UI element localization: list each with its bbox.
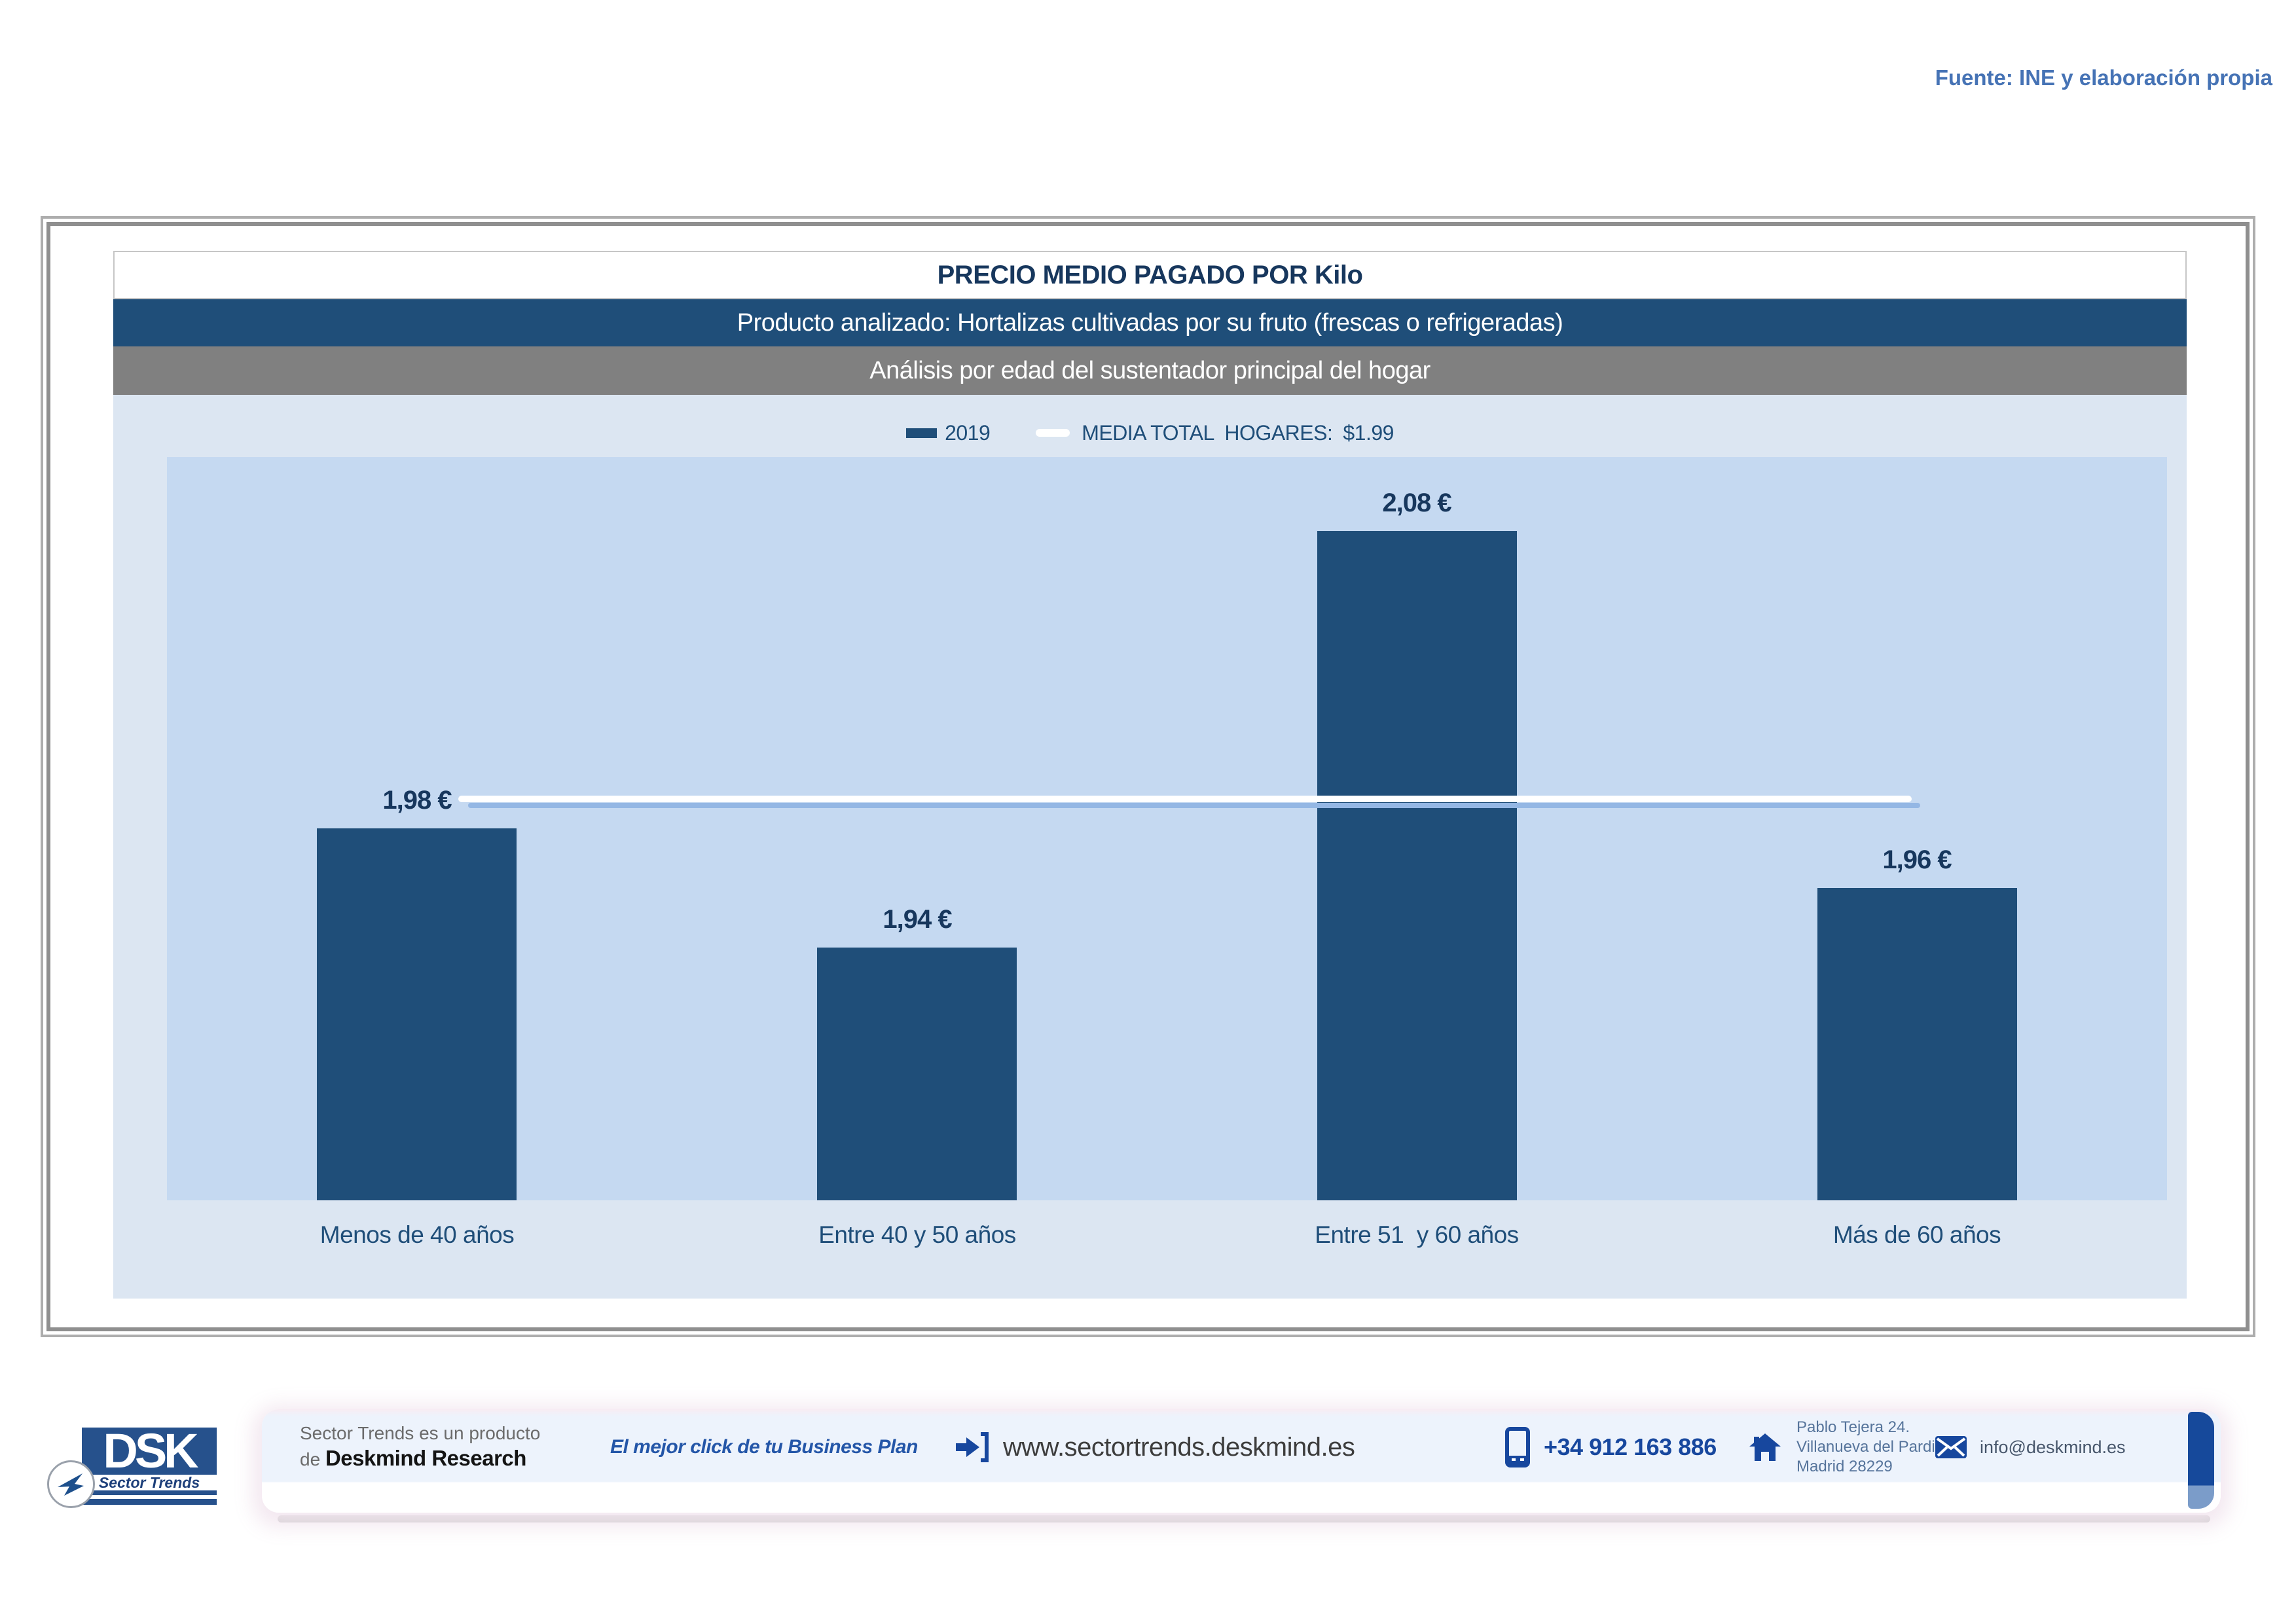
footer-bar: Sector Trends es un producto de Deskmind… — [262, 1409, 2221, 1513]
footer-product-block: Sector Trends es un producto de Deskmind… — [300, 1422, 540, 1473]
mobile-phone-icon — [1504, 1427, 1531, 1467]
footer-website-block: www.sectortrends.deskmind.es — [955, 1431, 1355, 1463]
chart-legend: 2019 MEDIA TOTAL HOGARES: $1.99 — [113, 415, 2187, 451]
dsk-logo-acronym: DSK — [103, 1424, 198, 1478]
bar-value-label-3: 2,08 € — [1382, 489, 1451, 517]
footer-shadow-bar — [278, 1515, 2210, 1522]
footer-address-line1: Pablo Tejera 24. — [1796, 1418, 1910, 1436]
axis-label-2: Entre 40 y 50 años — [818, 1221, 1016, 1248]
footer-product-line1: Sector Trends es un producto — [300, 1423, 541, 1443]
chart-subtitle-product: Producto analizado: Hortalizas cultivada… — [113, 299, 2187, 346]
axis-label-1: Menos de 40 años — [319, 1221, 515, 1248]
link-arrow-icon — [955, 1431, 989, 1463]
report-content: PRECIO MEDIO PAGADO POR Kilo Producto an… — [113, 251, 2187, 1299]
legend-2019-swatch — [906, 428, 938, 438]
dsk-logo: DSK Sector Trends — [82, 1424, 217, 1495]
footer-phone-number[interactable]: +34 912 163 886 — [1544, 1433, 1717, 1460]
dsk-logo-sublabel: Sector Trends — [82, 1475, 217, 1490]
footer-address-block: Pablo Tejera 24. Villanueva del Pardillo… — [1749, 1418, 1955, 1477]
bar-1 — [317, 828, 517, 1200]
paper-plane-icon — [56, 1469, 86, 1500]
footer-tagline: El mejor click de tu Business Plan — [610, 1436, 918, 1458]
bar-4 — [1817, 888, 2017, 1200]
legend-mean-value: $1.99 — [1343, 420, 1394, 445]
bar-2 — [817, 948, 1017, 1200]
bar-value-label-4: 1,96 € — [1882, 845, 1952, 874]
footer-website-link[interactable]: www.sectortrends.deskmind.es — [1003, 1432, 1355, 1462]
source-note: Fuente: INE y elaboración propia — [1935, 65, 2272, 90]
chart-title: PRECIO MEDIO PAGADO POR Kilo — [113, 251, 2187, 299]
chart-subtitle-analysis: Análisis por edad del sustentador princi… — [113, 346, 2187, 395]
dsk-logo-underline — [82, 1499, 217, 1505]
bar-value-label-2: 1,94 € — [883, 905, 952, 934]
legend-2019-label: 2019 — [945, 420, 991, 445]
footer-address-line2: Villanueva del Pardillo. — [1796, 1438, 1956, 1456]
mean-total-line — [458, 796, 1912, 802]
axis-label-3: Entre 51 y 60 años — [1315, 1221, 1519, 1248]
legend-mean-swatch — [1036, 429, 1070, 437]
axis-label-4: Más de 60 años — [1832, 1221, 2001, 1248]
legend-mean-label: MEDIA TOTAL HOGARES: — [1082, 420, 1333, 445]
footer-email-block: info@deskmind.es — [1935, 1436, 2126, 1458]
house-icon — [1749, 1433, 1781, 1461]
footer-phone-block: +34 912 163 886 — [1504, 1427, 1717, 1467]
bar-3 — [1317, 531, 1517, 1200]
footer-company-name: Deskmind Research — [325, 1446, 526, 1470]
footer-address-line3: Madrid 28229 — [1796, 1458, 1893, 1475]
report-frame-inner: PRECIO MEDIO PAGADO POR Kilo Producto an… — [46, 222, 2250, 1331]
envelope-icon — [1935, 1436, 1967, 1458]
bar-value-label-1: 1,98 € — [382, 786, 452, 815]
report-frame: PRECIO MEDIO PAGADO POR Kilo Producto an… — [41, 216, 2255, 1337]
dsk-logo-badge — [47, 1460, 95, 1508]
axis-labels: Menos de 40 años Entre 40 y 50 años Entre … — [167, 1221, 2167, 1261]
chart-area: 2019 MEDIA TOTAL HOGARES: $1.99 1,98 €1,… — [113, 395, 2187, 1299]
footer-product-prefix: de — [300, 1449, 325, 1469]
footer-product-line2: de Deskmind Research — [300, 1445, 540, 1473]
footer-email-link[interactable]: info@deskmind.es — [1980, 1437, 2126, 1457]
footer-end-accent-bar — [2188, 1412, 2214, 1509]
plot-area: 1,98 € 1,94 € 2,08 € 1,96 € — [167, 457, 2167, 1200]
